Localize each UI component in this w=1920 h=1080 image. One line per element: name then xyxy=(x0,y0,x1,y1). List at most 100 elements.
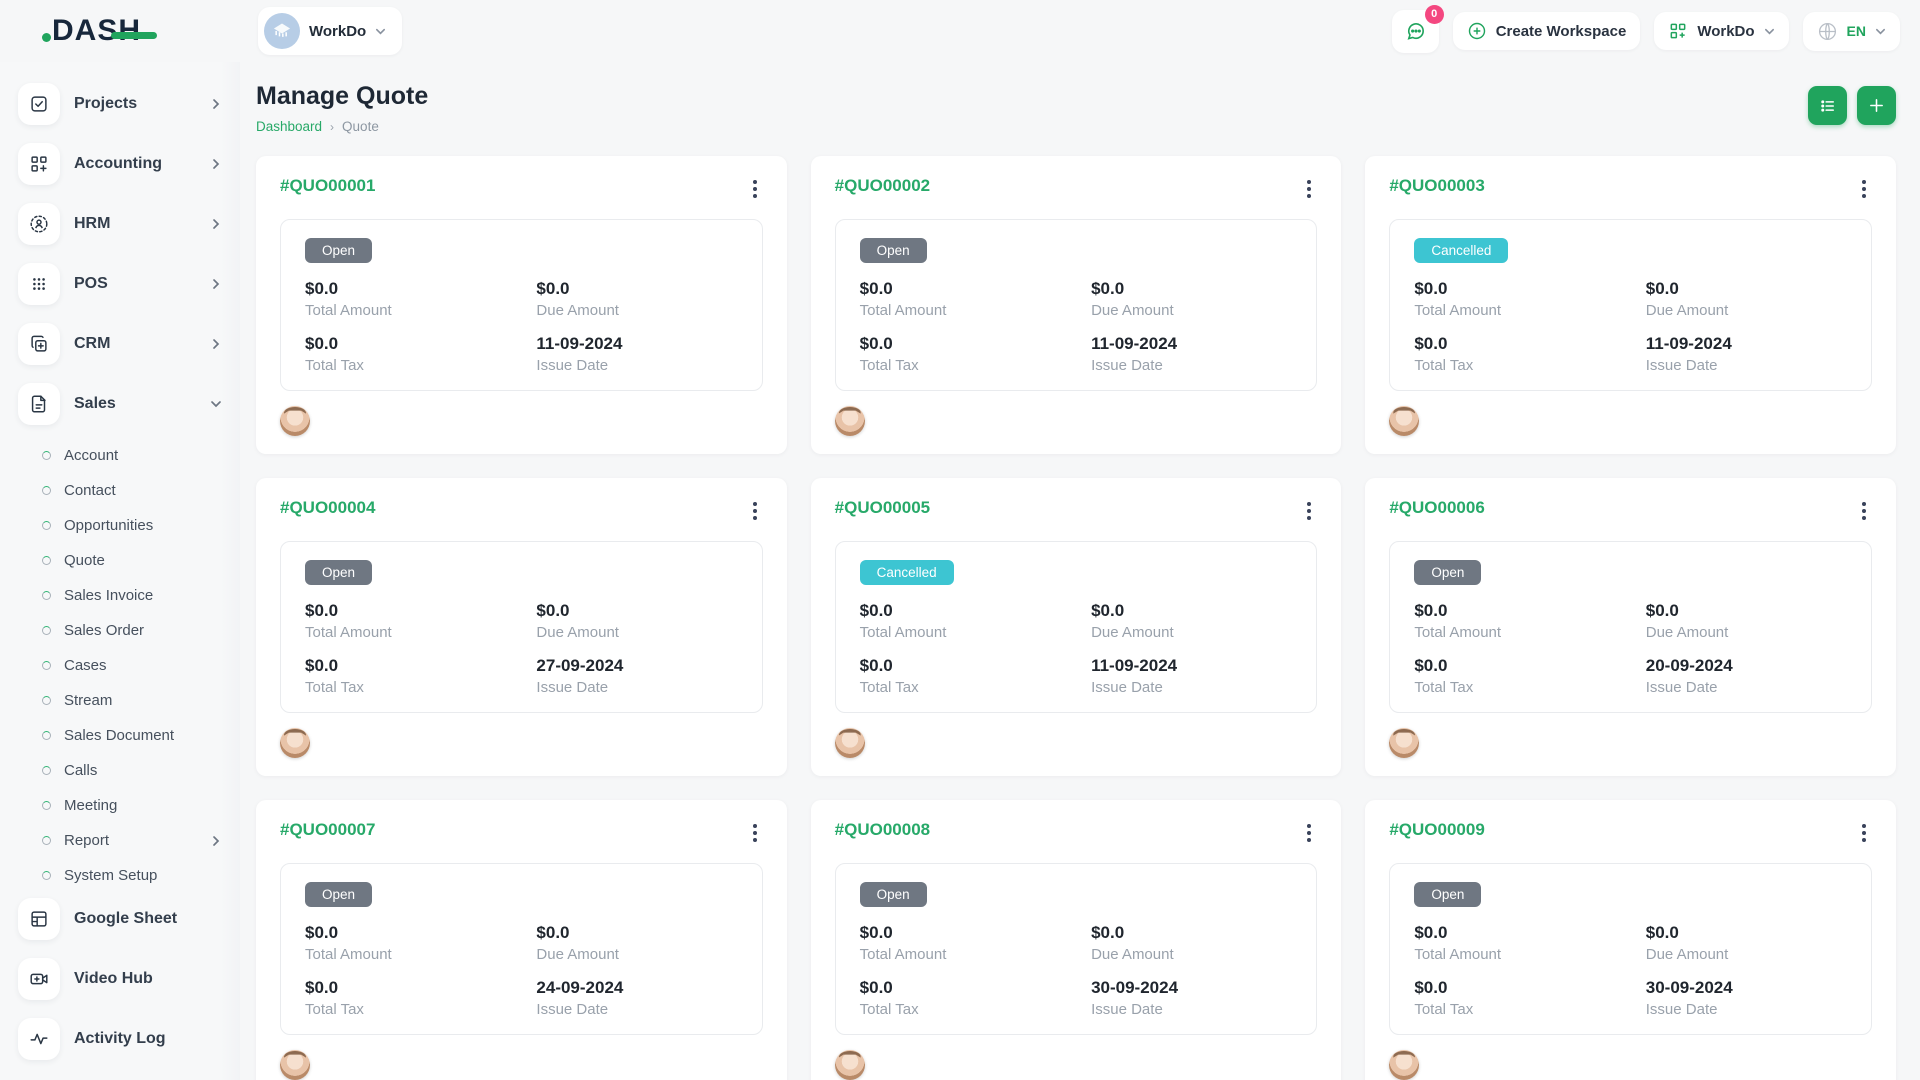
sidebar-subitem-opportunities[interactable]: Opportunities xyxy=(18,508,230,543)
quote-id-link[interactable]: #QUO00005 xyxy=(834,498,931,517)
assignee-avatar[interactable] xyxy=(1389,728,1420,758)
assignee-avatar[interactable] xyxy=(280,1050,310,1080)
bullet-circle-icon xyxy=(42,661,51,670)
sidebar-subitem-quote[interactable]: Quote xyxy=(18,543,230,578)
sidebar-item-label: HRM xyxy=(74,215,111,232)
sidebar-subitem-cases[interactable]: Cases xyxy=(18,648,230,683)
bullet-circle-icon xyxy=(42,696,51,705)
kebab-menu-icon[interactable] xyxy=(747,176,763,202)
sidebar-subitem-sales-document[interactable]: Sales Document xyxy=(18,718,230,753)
sidebar-item-label: Accounting xyxy=(74,155,162,172)
kebab-menu-icon[interactable] xyxy=(1856,176,1872,202)
chevron-right-icon xyxy=(210,835,222,847)
sidebar-subitem-sales-invoice[interactable]: Sales Invoice xyxy=(18,578,230,613)
sidebar-subitem-meeting[interactable]: Meeting xyxy=(18,788,230,823)
workdo-menu-button[interactable]: WorkDo xyxy=(1654,12,1789,50)
quote-details-box: Cancelled $0.0 Total Amount $0.0 Due Amount $… xyxy=(834,541,1318,713)
sidebar-subitem-label: Sales Order xyxy=(64,622,145,639)
quote-id-link[interactable]: #QUO00002 xyxy=(834,176,931,195)
quote-details-box: Open $0.0 Total Amount $0.0 Due Amount $0.0 To… xyxy=(834,219,1318,391)
assignee-avatar[interactable] xyxy=(1389,1050,1420,1080)
assignee-avatar[interactable] xyxy=(834,1050,865,1080)
sidebar-subitem-sales-order[interactable]: Sales Order xyxy=(18,613,230,648)
hrm-person-icon xyxy=(18,203,60,245)
kebab-menu-icon[interactable] xyxy=(747,498,763,524)
language-selector[interactable]: EN xyxy=(1802,11,1900,51)
status-badge: Open xyxy=(1414,560,1482,585)
sidebar-item-accounting[interactable]: Accounting xyxy=(18,138,230,190)
quote-id-link[interactable]: #QUO00007 xyxy=(280,820,376,839)
assignee-avatar[interactable] xyxy=(280,406,310,436)
sidebar-item-sales[interactable]: Sales xyxy=(18,378,230,430)
sidebar-subitem-label: Quote xyxy=(64,552,105,569)
pos-dots-icon xyxy=(18,263,60,305)
sidebar-subitem-label: Cases xyxy=(64,657,107,674)
sidebar-subitem-account[interactable]: Account xyxy=(18,438,230,473)
sidebar-item-video-hub[interactable]: Video Hub xyxy=(18,953,230,1005)
logo-dot xyxy=(42,33,51,42)
status-badge: Open xyxy=(305,238,373,263)
workspace-switcher[interactable]: WorkDo xyxy=(258,7,403,55)
assignee-avatar[interactable] xyxy=(280,728,310,758)
total-amount-stat: $0.0 Total Amount xyxy=(305,279,392,319)
sidebar-subitem-contact[interactable]: Contact xyxy=(18,473,230,508)
sidebar-item-hrm[interactable]: HRM xyxy=(18,198,230,250)
bullet-circle-icon xyxy=(42,591,51,600)
status-badge: Cancelled xyxy=(1414,238,1509,263)
kebab-menu-icon[interactable] xyxy=(747,820,763,846)
quote-id-link[interactable]: #QUO00001 xyxy=(280,176,376,195)
sidebar-subitem-stream[interactable]: Stream xyxy=(18,683,230,718)
sidebar-subitem-calls[interactable]: Calls xyxy=(18,753,230,788)
logo-accent-bar xyxy=(111,32,158,39)
quote-details-box: Cancelled $0.0 Total Amount $0.0 Due Amount $… xyxy=(1389,219,1872,391)
quote-card: #QUO00005 Cancelled $0.0 Total Amount $0.0 Du… xyxy=(810,478,1342,776)
app-logo[interactable]: DASH xyxy=(42,14,158,48)
breadcrumb-dashboard-link[interactable]: Dashboard xyxy=(256,119,323,134)
bullet-circle-icon xyxy=(42,766,51,775)
quote-id-link[interactable]: #QUO00004 xyxy=(280,498,376,517)
sidebar-item-label: Sales xyxy=(74,395,116,412)
kebab-menu-icon[interactable] xyxy=(1301,498,1317,524)
list-view-button[interactable] xyxy=(1808,86,1847,125)
kebab-menu-icon[interactable] xyxy=(1856,498,1872,524)
sidebar-item-activity-log[interactable]: Activity Log xyxy=(18,1013,230,1065)
assignee-avatar[interactable] xyxy=(834,406,865,436)
due-amount-stat: $0.0 Due Amount xyxy=(1645,923,1729,963)
sidebar-item-crm[interactable]: CRM xyxy=(18,318,230,370)
messages-button[interactable]: 0 xyxy=(1391,4,1444,53)
create-workspace-button[interactable]: Create Workspace xyxy=(1452,12,1641,50)
kebab-menu-icon[interactable] xyxy=(1301,176,1317,202)
sidebar-item-google-sheet[interactable]: Google Sheet xyxy=(18,893,230,945)
notification-badge: 0 xyxy=(1424,4,1444,24)
assignee-avatar[interactable] xyxy=(834,728,865,758)
chat-bubble-icon xyxy=(1407,22,1424,40)
sidebar-item-pos[interactable]: POS xyxy=(18,258,230,310)
bullet-circle-icon xyxy=(42,486,51,495)
sidebar-subitem-label: Calls xyxy=(64,762,98,779)
quote-id-link[interactable]: #QUO00006 xyxy=(1389,498,1485,517)
quote-id-link[interactable]: #QUO00008 xyxy=(834,820,931,839)
accounting-grid-icon xyxy=(18,143,60,185)
video-hub-icon xyxy=(18,958,60,1000)
total-tax-stat: $0.0 Total Tax xyxy=(859,334,919,374)
assignee-avatar[interactable] xyxy=(1389,406,1420,436)
quote-details-box: Open $0.0 Total Amount $0.0 Due Amount $0.0 To… xyxy=(1389,541,1872,713)
due-amount-stat: $0.0 Due Amount xyxy=(536,923,619,963)
issue-date-stat: 30-09-2024 Issue Date xyxy=(1645,978,1733,1018)
kebab-menu-icon[interactable] xyxy=(1301,820,1317,846)
quote-id-link[interactable]: #QUO00009 xyxy=(1389,820,1485,839)
sidebar-subitem-label: Sales Invoice xyxy=(64,587,154,604)
workspace-avatar-icon xyxy=(264,13,300,49)
kebab-menu-icon[interactable] xyxy=(1856,820,1872,846)
quote-id-link[interactable]: #QUO00003 xyxy=(1389,176,1485,195)
total-tax-stat: $0.0 Total Tax xyxy=(305,334,364,374)
quote-card: #QUO00004 Open $0.0 Total Amount $0.0 Due Amo… xyxy=(256,478,787,776)
workspace-name: WorkDo xyxy=(309,22,367,40)
sidebar-item-projects[interactable]: Projects xyxy=(18,78,230,130)
create-quote-button[interactable] xyxy=(1857,86,1896,125)
quote-details-box: Open $0.0 Total Amount $0.0 Due Amount $0.0 To… xyxy=(1389,863,1872,1035)
total-tax-stat: $0.0 Total Tax xyxy=(859,656,919,696)
sidebar-subitem-system-setup[interactable]: System Setup xyxy=(18,858,230,893)
sidebar-subitem-report[interactable]: Report xyxy=(18,823,230,858)
sidebar-item-label: POS xyxy=(74,275,108,292)
